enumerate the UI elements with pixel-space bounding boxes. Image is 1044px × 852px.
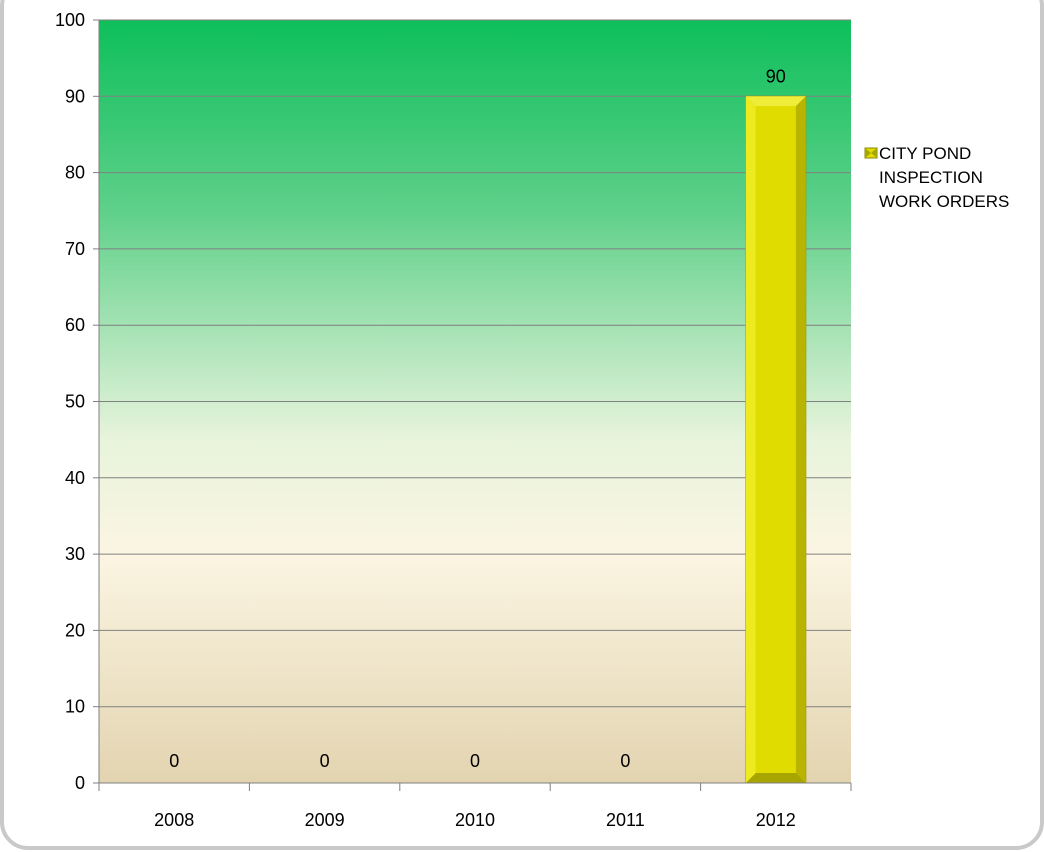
y-tick-label: 70 [65, 239, 85, 259]
y-tick-label: 20 [65, 620, 85, 640]
x-tick-label: 2012 [756, 810, 796, 830]
legend-line-1: CITY POND [879, 144, 971, 163]
legend-swatch-icon [864, 147, 878, 159]
y-tick-label: 90 [65, 86, 85, 106]
data-label: 0 [320, 751, 330, 771]
y-tick-label: 60 [65, 315, 85, 335]
data-label: 0 [470, 751, 480, 771]
legend: CITY POND INSPECTION WORK ORDERS [864, 144, 1009, 211]
data-labels: 0 0 0 0 90 [169, 66, 786, 771]
x-tick-label: 2009 [305, 810, 345, 830]
x-tick-label: 2010 [455, 810, 495, 830]
bar [745, 95, 807, 784]
data-label: 0 [620, 751, 630, 771]
y-axis-ticks: 0 10 20 30 40 50 60 70 80 90 100 [55, 10, 99, 793]
y-tick-label: 10 [65, 697, 85, 717]
x-tick-label: 2011 [606, 810, 645, 830]
y-tick-label: 40 [65, 468, 85, 488]
x-axis-ticks: 2008 2009 2010 2011 2012 [98, 783, 852, 830]
grid-lines [99, 19, 851, 708]
y-tick-label: 80 [65, 163, 85, 183]
data-label: 90 [766, 66, 786, 86]
bars [745, 95, 807, 784]
legend-line-3: WORK ORDERS [879, 192, 1009, 211]
y-tick-label: 0 [75, 773, 85, 793]
data-label: 0 [169, 751, 179, 771]
legend-line-2: INSPECTION [879, 168, 983, 187]
x-tick-label: 2008 [154, 810, 194, 830]
y-tick-label: 100 [55, 10, 85, 30]
y-tick-label: 30 [65, 544, 85, 564]
y-tick-label: 50 [65, 392, 85, 412]
